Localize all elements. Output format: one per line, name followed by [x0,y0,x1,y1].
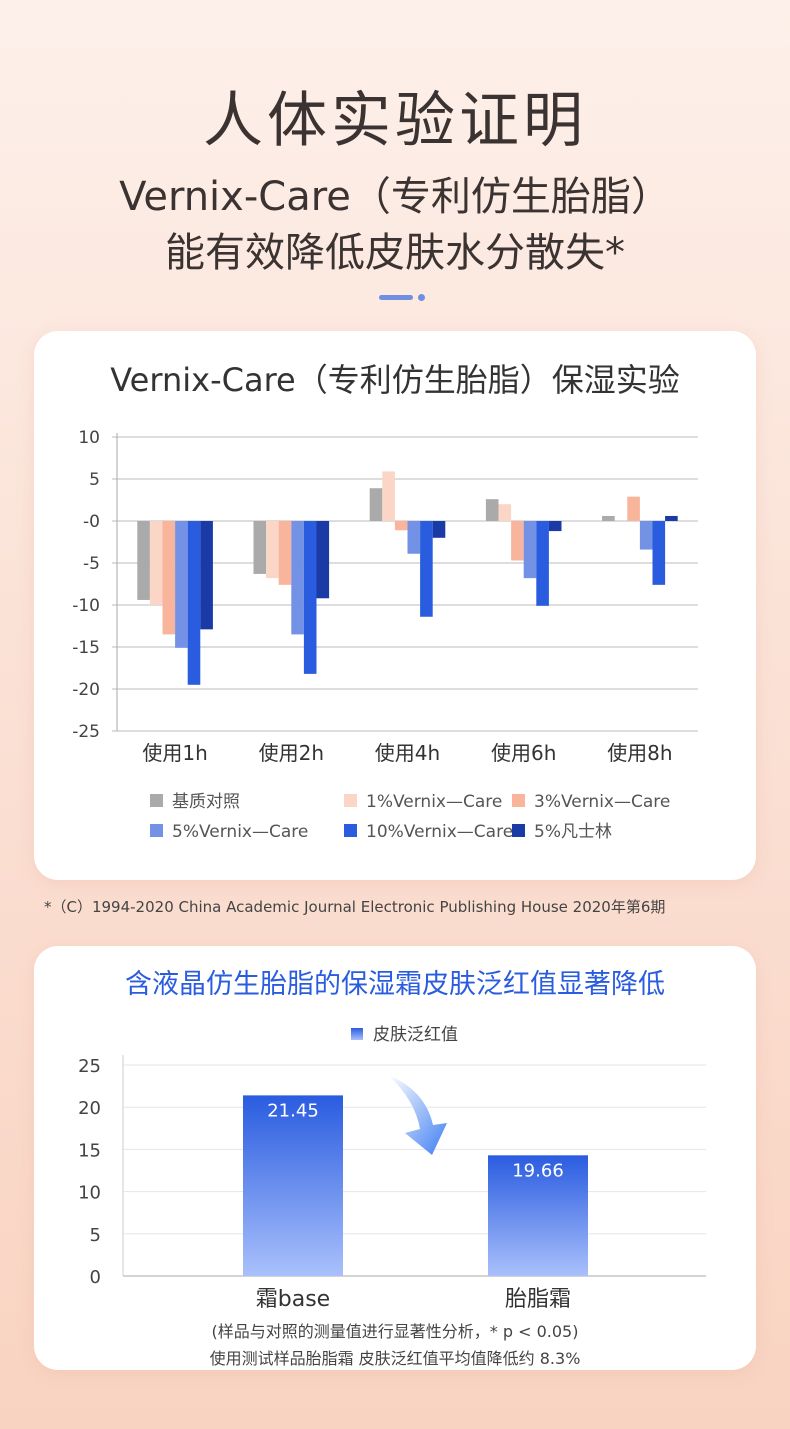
legend-swatch [150,824,163,837]
bar [498,504,512,521]
x-tick-label: 使用4h [375,741,440,765]
bar [665,515,678,521]
bar [187,521,201,685]
legend-swatch [344,794,357,807]
bar [253,521,267,574]
bar [175,521,188,648]
y-tick-label: -15 [72,638,100,658]
x-tick-label: 使用2h [259,741,324,765]
y-tick-label: 20 [78,1098,101,1119]
subtitle-line-1: Vernix-Care（专利仿生胎脂） [119,174,671,220]
bar [200,521,213,630]
legend-swatch [512,824,525,837]
decorative-divider-dot [418,294,425,301]
bar [291,521,304,635]
bar [432,521,446,538]
y-tick-label: 5 [90,1225,101,1246]
redness-experiment-card [34,946,756,1370]
chart2-title: 含液晶仿生胎脂的保湿霜皮肤泛红值显著降低 [125,969,665,1000]
y-tick-label: 0 [90,1267,101,1288]
legend-swatch [344,824,357,837]
x-tick-label: 霜base [256,1287,330,1310]
bar [149,521,163,605]
bar [369,488,383,521]
y-tick-label: 10 [78,428,100,448]
y-tick-label: -5 [83,554,100,574]
bar [382,471,395,521]
footnote: *（C）1994-2020 China Academic Journal Ele… [44,898,666,916]
y-tick-label: 15 [78,1140,101,1161]
legend-label: 皮肤泛红值 [373,1025,458,1045]
x-tick-label: 胎脂霜 [505,1287,571,1310]
legend-label: 基质对照 [172,792,240,812]
y-tick-label: 25 [78,1056,101,1077]
bar [639,521,653,550]
y-tick-label: -0 [83,512,100,532]
bar [485,499,499,521]
page-title: 人体实验证明 [203,86,587,156]
bar [548,521,562,532]
x-tick-label: 使用8h [607,741,672,765]
bar [511,521,524,561]
bar-value-label: 21.45 [267,1100,319,1121]
y-tick-label: -20 [72,680,100,700]
analysis-note: (样品与对照的测量值进行显著性分析，* p < 0.05) [211,1322,579,1341]
humectant-bar-chart: 10 5 -0 -5 -10 -15 -20 -25 使用1h 使用2h 使用4h 使用6h 使用8h 基… [72,428,698,842]
legend-label: 5%Vernix—Care [172,822,308,842]
bar [627,496,640,521]
y-tick-label: -10 [72,596,100,616]
x-tick-label: 使用1h [142,741,207,765]
legend-swatch [351,1028,363,1040]
legend-label: 3%Vernix—Care [534,792,670,812]
bar [488,1155,588,1276]
decorative-divider-bar [379,295,413,300]
bar [137,521,150,600]
x-tick-label: 使用6h [491,741,556,765]
bar [523,521,537,579]
bar-value-label: 19.66 [512,1160,564,1181]
chart1-title: Vernix-Care（专利仿生胎脂）保湿实验 [110,361,680,399]
legend-label: 1%Vernix—Care [366,792,502,812]
bar [316,521,330,599]
legend-label: 10%Vernix—Care [366,822,513,842]
bar [162,521,176,635]
bar [407,521,421,554]
result-note: 使用测试样品胎脂霜 皮肤泛红值平均值降低约 8.3% [209,1349,581,1368]
redness-bar-chart: 皮肤泛红值 0 5 10 15 20 25 21.45 霜base 19.66 胎脂霜 [78,1025,706,1310]
y-tick-label: 5 [89,470,100,490]
bar [303,521,317,674]
decrease-arrow-icon [388,1075,447,1155]
bar [394,521,408,531]
legend-swatch [150,794,163,807]
bar [652,521,666,585]
bar [536,521,549,606]
legend-swatch [512,794,525,807]
bar [266,521,279,579]
subtitle-line-2: 能有效降低皮肤水分散失* [165,230,625,276]
legend-label: 5%凡士林 [534,822,612,842]
bar [602,515,615,521]
bar [278,521,292,585]
bar [243,1095,343,1276]
y-tick-label: -25 [72,722,100,742]
bar [420,521,433,617]
y-tick-label: 10 [78,1183,101,1204]
